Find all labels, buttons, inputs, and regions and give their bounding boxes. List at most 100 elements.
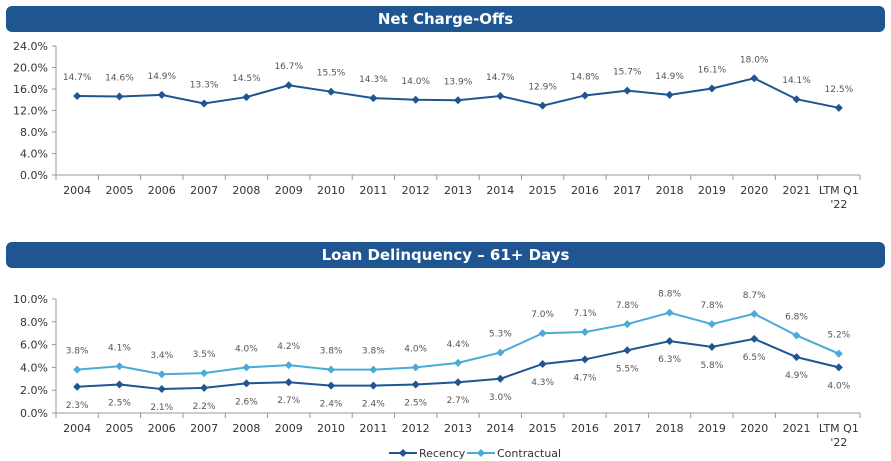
recency-marker [623, 346, 632, 355]
x-tick-label: 2009 [275, 184, 303, 197]
x-tick-label: 2011 [359, 422, 387, 435]
y-tick-label: 12.0% [13, 105, 48, 118]
recency-marker [665, 337, 674, 346]
net-charge-offs-data-label: 14.5% [232, 74, 261, 84]
contractual-data-label: 8.8% [658, 290, 681, 300]
contractual-data-label: 3.8% [66, 347, 89, 357]
net-charge-offs-marker [707, 84, 716, 93]
y-tick-label: 8.0% [20, 126, 48, 139]
net-charge-offs-data-label: 16.1% [698, 65, 727, 75]
y-tick-label: 4.0% [20, 361, 48, 374]
recency-marker [157, 385, 166, 394]
contractual-marker [327, 365, 336, 374]
net-charge-offs-marker [580, 91, 589, 100]
x-tick-label: 2018 [656, 184, 684, 197]
net-charge-offs-data-label: 16.7% [274, 62, 303, 72]
recency-marker [369, 381, 378, 390]
recency-marker [284, 378, 293, 387]
x-tick-label: LTM Q1'22 [819, 422, 859, 449]
contractual-data-label: 4.0% [235, 344, 258, 354]
y-tick-label: 4.0% [20, 148, 48, 161]
contractual-data-label: 6.8% [785, 312, 808, 322]
legend-item-contractual: Contractual [467, 447, 561, 460]
recency-data-label: 2.4% [320, 400, 343, 410]
contractual-data-label: 4.1% [108, 343, 131, 353]
x-tick-label: 2016 [571, 184, 599, 197]
legend-label: Contractual [497, 447, 561, 460]
x-tick-label: 2007 [190, 184, 218, 197]
recency-marker [834, 363, 843, 372]
legend-swatch-marker [399, 449, 407, 457]
net-charge-offs-marker [496, 91, 505, 100]
y-tick-label: 16.0% [13, 83, 48, 96]
net-charge-offs-marker [200, 99, 209, 108]
contractual-marker [369, 365, 378, 374]
contractual-data-label: 4.2% [277, 342, 300, 352]
net-charge-offs-marker [792, 95, 801, 104]
recency-data-label: 2.4% [362, 400, 385, 410]
contractual-marker [665, 308, 674, 317]
x-tick-label: 2012 [402, 422, 430, 435]
x-tick-label: 2004 [63, 184, 91, 197]
contractual-marker [115, 362, 124, 371]
contractual-data-label: 7.8% [700, 301, 723, 311]
contractual-marker [157, 370, 166, 379]
contractual-marker [623, 320, 632, 329]
net-charge-offs-data-label: 14.9% [655, 72, 684, 82]
recency-data-label: 4.3% [531, 378, 554, 388]
x-tick-label: 2017 [613, 184, 641, 197]
recency-data-label: 3.0% [489, 393, 512, 403]
x-tick-label: 2020 [740, 184, 768, 197]
contractual-marker [834, 349, 843, 358]
contractual-data-label: 5.2% [827, 331, 850, 341]
net-charge-offs-data-label: 14.0% [401, 77, 430, 87]
x-tick-label: 2015 [529, 422, 557, 435]
net-charge-offs-marker [454, 96, 462, 105]
net-charge-offs-data-label: 14.1% [782, 76, 811, 86]
x-tick-label: 2009 [275, 422, 303, 435]
x-tick-label: 2005 [105, 422, 133, 435]
net-charge-offs-data-label: 14.6% [105, 74, 134, 84]
net-charge-offs-marker [750, 74, 759, 83]
x-tick-label: 2013 [444, 184, 472, 197]
net-charge-offs-marker [538, 101, 547, 110]
contractual-data-label: 7.0% [531, 310, 554, 320]
contractual-marker [496, 348, 505, 357]
x-tick-label: 2014 [486, 422, 514, 435]
x-tick-label: 2019 [698, 184, 726, 197]
recency-marker [707, 342, 716, 351]
recency-data-label: 5.8% [700, 361, 723, 371]
y-tick-label: 0.0% [20, 407, 48, 420]
net-charge-offs-data-label: 14.8% [571, 72, 600, 82]
contractual-marker [200, 369, 209, 378]
net-charge-offs-marker [157, 90, 166, 99]
recency-data-label: 2.3% [66, 401, 89, 411]
net-charge-offs-chart: 0.0% 4.0% 8.0% 12.0% 16.0% 20.0% 24.0% 2004 2005… [13, 40, 861, 211]
y-tick-label: 6.0% [20, 339, 48, 352]
recency-data-label: 2.7% [447, 396, 470, 406]
x-tick-label: 2021 [783, 184, 811, 197]
contractual-data-label: 3.4% [150, 351, 173, 361]
net-charge-offs-data-label: 14.7% [63, 73, 92, 83]
x-tick-label: 2016 [571, 422, 599, 435]
recency-data-label: 2.5% [404, 399, 427, 409]
recency-data-label: 2.1% [150, 403, 173, 413]
x-tick-label: 2008 [232, 184, 260, 197]
recency-data-label: 2.7% [277, 396, 300, 406]
recency-data-label: 2.6% [235, 397, 258, 407]
net-charge-offs-data-label: 14.9% [147, 72, 176, 82]
net-charge-offs-marker [411, 95, 420, 104]
recency-data-label: 2.5% [108, 399, 131, 409]
recency-marker [538, 359, 547, 368]
contractual-data-label: 3.8% [362, 347, 385, 357]
recency-marker [454, 378, 462, 387]
x-tick-label: 2007 [190, 422, 218, 435]
legend-swatch-marker [477, 449, 485, 457]
recency-marker [327, 381, 336, 390]
net-charge-offs-marker [623, 86, 632, 95]
recency-marker [580, 355, 589, 364]
net-charge-offs-marker [284, 81, 293, 90]
x-tick-label: 2015 [529, 184, 557, 197]
net-charge-offs-data-label: 15.5% [317, 69, 346, 79]
